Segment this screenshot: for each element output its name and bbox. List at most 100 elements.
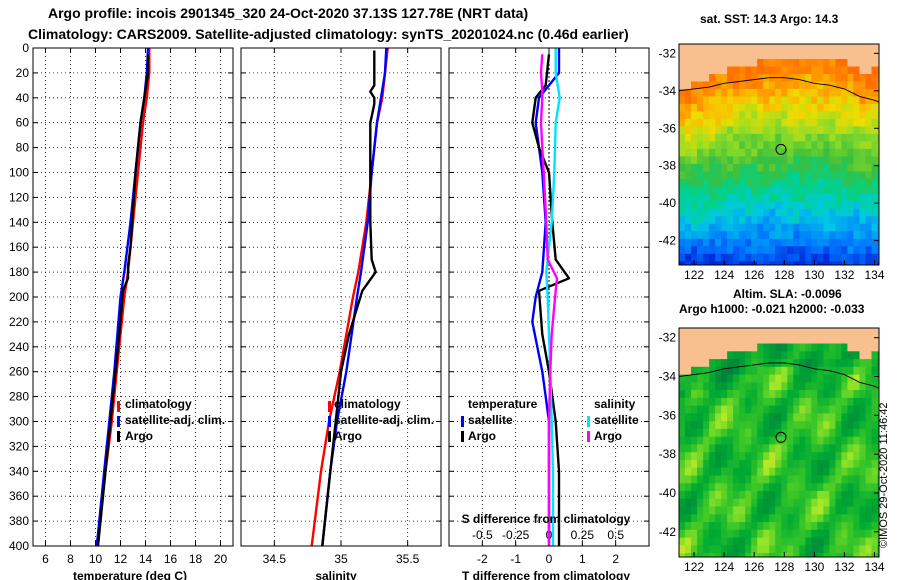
map-cell <box>859 436 867 446</box>
map-cell <box>739 208 746 217</box>
map-cell <box>733 514 740 523</box>
map-cell <box>871 51 879 60</box>
map-cell <box>775 201 782 210</box>
map-cell <box>775 66 782 75</box>
map-cell <box>787 413 794 422</box>
map-cell <box>751 529 758 539</box>
map-cell <box>841 444 848 453</box>
map-cell <box>871 148 879 157</box>
map-cell <box>829 201 836 210</box>
map-cell <box>787 444 794 453</box>
map-cell <box>847 460 854 469</box>
map-cell <box>793 460 800 469</box>
map-cell <box>865 390 873 399</box>
map-cell <box>691 343 698 352</box>
map-cell <box>877 253 879 262</box>
map-cell <box>847 475 854 484</box>
map-cell <box>865 537 873 546</box>
map-cell <box>745 66 752 75</box>
legend-s-satellite-swatch <box>587 416 590 427</box>
map-cell <box>757 223 764 232</box>
map-cell <box>757 467 764 477</box>
map-cell <box>847 44 854 53</box>
map-cell <box>769 405 776 414</box>
y-tick-label: 320 <box>9 439 29 453</box>
map-cell <box>787 390 794 399</box>
map-cell <box>799 66 806 75</box>
map-cell <box>679 374 686 383</box>
map-cell <box>781 231 788 240</box>
map-cell <box>685 428 692 438</box>
map-cell <box>847 335 854 345</box>
map-cell <box>877 343 879 352</box>
map-cell <box>829 51 836 60</box>
map-cell <box>745 133 752 142</box>
map-cell <box>829 141 836 150</box>
map-cell <box>847 506 854 515</box>
map-cell <box>817 44 824 53</box>
map-cell <box>727 491 734 500</box>
map-cell <box>739 186 746 195</box>
map-cell <box>727 59 734 68</box>
map-cell <box>781 133 788 142</box>
map-cell <box>805 491 812 500</box>
map-cell <box>877 397 879 407</box>
map-cell <box>787 475 794 484</box>
map-cell <box>697 553 704 557</box>
map-cell <box>859 246 867 255</box>
map-cell <box>793 351 800 360</box>
map-cell <box>811 201 818 210</box>
map-cell <box>691 238 698 247</box>
map-cell <box>685 246 692 255</box>
map-cell <box>877 178 879 187</box>
map-cell <box>787 335 794 345</box>
map-cell <box>799 118 806 127</box>
map-cell <box>835 436 842 446</box>
map-cell <box>823 374 830 383</box>
map-cell <box>871 436 879 446</box>
map-cell <box>871 66 879 75</box>
map-cell <box>823 444 830 453</box>
map-cell <box>697 178 704 187</box>
map-cell <box>703 246 710 255</box>
map-cell <box>679 261 686 265</box>
map-cell <box>823 201 830 210</box>
map-cell <box>871 421 879 430</box>
map-cell <box>727 51 734 60</box>
map-cell <box>847 216 854 225</box>
map-cell <box>841 246 848 255</box>
map-cell <box>787 405 794 414</box>
map-cell <box>835 156 842 165</box>
map-cell <box>715 74 722 83</box>
map-cell <box>727 118 734 127</box>
map-cell <box>685 253 692 262</box>
map-cell <box>691 223 698 232</box>
map-cell <box>871 522 879 531</box>
sst-map-title: sat. SST: 14.3 Argo: 14.3 <box>700 12 839 26</box>
map-cell <box>781 171 788 180</box>
map-cell <box>727 66 734 75</box>
legend-temperature-title: temperature <box>468 397 538 411</box>
map-cell <box>817 359 824 368</box>
map-cell <box>739 366 746 376</box>
map-cell <box>841 111 848 120</box>
map-cell <box>775 193 782 202</box>
map-cell <box>817 141 824 150</box>
map-cell <box>841 171 848 180</box>
map-cell <box>769 216 776 225</box>
map-cell <box>715 359 722 368</box>
map-cell <box>745 537 752 546</box>
map-cell <box>853 460 860 469</box>
map-cell <box>775 148 782 157</box>
map-cell <box>757 460 764 469</box>
x2-tick-label: -0.25 <box>502 528 530 542</box>
map-cell <box>751 201 758 210</box>
map-cell <box>763 193 770 202</box>
map-cell <box>859 421 867 430</box>
map-cell <box>823 118 830 127</box>
x-tick-label: 6 <box>42 552 49 566</box>
map-cell <box>805 413 812 422</box>
map-cell <box>859 390 867 399</box>
map-cell <box>709 156 716 165</box>
map-cell <box>793 88 800 97</box>
